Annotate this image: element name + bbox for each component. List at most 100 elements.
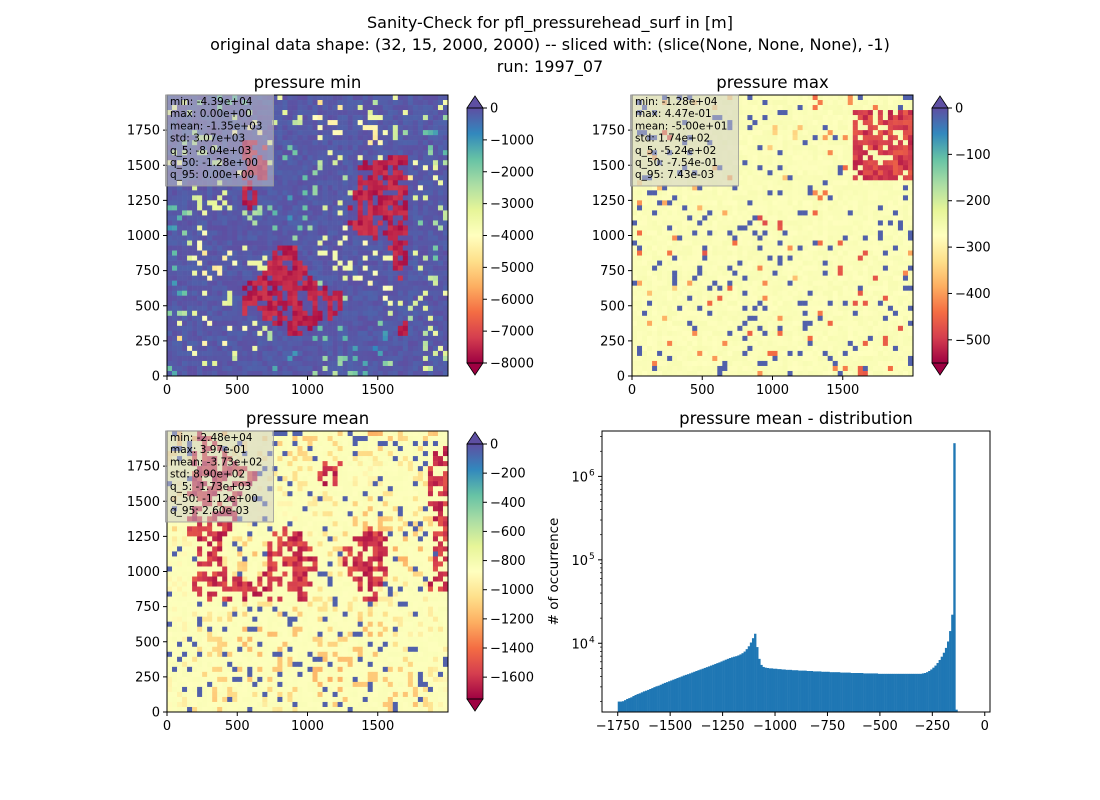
heatmap-cell	[787, 235, 793, 241]
heatmap-cell	[352, 235, 358, 241]
heatmap-cell	[352, 220, 358, 226]
heatmap-cell	[802, 155, 808, 161]
heatmap-cell	[832, 110, 839, 116]
heatmap-cell	[167, 310, 173, 317]
heatmap-cell	[872, 170, 879, 176]
heatmap-cell	[387, 320, 394, 327]
heatmap-cell	[792, 155, 798, 161]
heatmap-cell	[297, 270, 303, 276]
heatmap-cell	[867, 240, 874, 246]
heatmap-cell	[172, 315, 178, 322]
heatmap-cell	[897, 165, 904, 171]
heatmap-cell	[412, 100, 419, 106]
heatmap-cell	[392, 275, 399, 281]
heatmap-cell	[752, 175, 758, 181]
heatmap-cell	[197, 245, 203, 251]
heatmap-cell	[822, 215, 828, 221]
heatmap-cell	[172, 190, 178, 196]
heatmap-cell	[207, 290, 213, 297]
heatmap-cell	[777, 145, 783, 151]
heatmap-cell	[302, 235, 308, 241]
heatmap-cell	[382, 175, 389, 181]
heatmap-cell	[682, 230, 688, 236]
heatmap-cell	[237, 340, 243, 347]
heatmap-cell	[417, 150, 424, 156]
heatmap-cell	[822, 230, 828, 236]
heatmap-cell	[217, 260, 223, 266]
heatmap-cell	[807, 210, 813, 216]
heatmap-cell	[327, 310, 333, 317]
heatmap-cell	[192, 345, 198, 352]
heatmap-cell	[432, 130, 439, 136]
heatmap-cell	[172, 205, 178, 211]
heatmap-cell	[332, 155, 338, 161]
heatmap-cell	[382, 155, 389, 161]
heatmap-cell	[767, 210, 773, 216]
heatmap-cell	[282, 285, 288, 291]
heatmap-cell	[202, 275, 208, 281]
heatmap-cell	[187, 185, 193, 191]
heatmap-cell	[357, 345, 363, 352]
heatmap-cell	[252, 290, 258, 297]
heatmap-cell	[757, 95, 763, 101]
heatmap-cell	[262, 325, 268, 332]
heatmap-cell	[277, 370, 283, 376]
heatmap-cell	[252, 270, 258, 276]
heatmap-cell	[322, 250, 328, 256]
heatmap-cell	[392, 120, 399, 126]
heatmap-cell	[257, 245, 263, 251]
heatmap-cell	[247, 340, 253, 347]
heatmap-cell	[267, 270, 273, 276]
heatmap-cell	[817, 225, 823, 231]
heatmap-cell	[887, 155, 894, 161]
heatmap-cell	[397, 225, 404, 231]
heatmap-cell	[777, 105, 783, 111]
heatmap-cell	[217, 280, 223, 286]
heatmap-cell	[252, 295, 258, 302]
heatmap-cell	[307, 130, 313, 136]
heatmap-cell	[657, 195, 663, 201]
heatmap-cell	[222, 215, 228, 221]
heatmap-cell	[362, 125, 369, 131]
heatmap-cell	[772, 175, 778, 181]
heatmap-cell	[362, 200, 369, 206]
heatmap-cell	[397, 235, 404, 241]
heatmap-cell	[357, 350, 363, 357]
heatmap-cell	[657, 250, 663, 256]
heatmap-cell	[857, 200, 864, 206]
heatmap-cell	[367, 220, 374, 226]
heatmap-cell	[297, 260, 303, 266]
heatmap-cell	[272, 270, 278, 276]
heatmap-cell	[362, 360, 369, 367]
heatmap-cell	[217, 275, 223, 281]
heatmap-cell	[887, 120, 894, 126]
heatmap-cell	[282, 195, 288, 201]
heatmap-cell	[387, 220, 394, 226]
heatmap-cell	[767, 185, 773, 191]
heatmap-cell	[722, 240, 728, 246]
heatmap-cell	[752, 105, 758, 111]
heatmap-cell	[227, 230, 233, 236]
heatmap-cell	[392, 350, 399, 357]
heatmap-cell	[902, 95, 909, 101]
heatmap-cell	[412, 280, 419, 286]
heatmap-cell	[737, 95, 743, 101]
heatmap-cell	[197, 210, 203, 216]
heatmap-cell	[247, 250, 253, 256]
heatmap-cell	[887, 130, 894, 136]
heatmap-cell	[737, 165, 743, 171]
heatmap-cell	[357, 280, 363, 286]
heatmap-cell	[337, 235, 343, 241]
heatmap-cell	[312, 265, 318, 271]
heatmap-cell	[352, 200, 358, 206]
heatmap-cell	[697, 220, 703, 226]
heatmap-cell	[377, 130, 384, 136]
heatmap-cell	[377, 355, 384, 362]
heatmap-cell	[262, 300, 268, 307]
heatmap-cell	[302, 275, 308, 281]
heatmap-cell	[372, 100, 379, 106]
heatmap-cell	[437, 215, 444, 221]
colorbar-tick-label: 0	[490, 102, 498, 117]
heatmap-cell	[292, 260, 298, 266]
heatmap-cell	[907, 100, 913, 106]
